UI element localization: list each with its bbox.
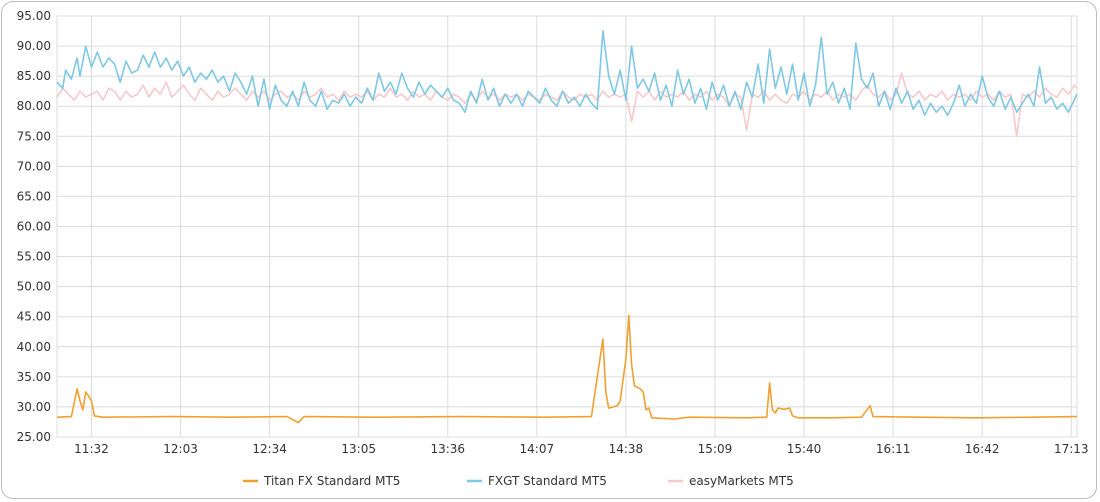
x-tick-label: 16:11 [876, 442, 911, 456]
series-line-titan-fx-standard-mt5 [56, 314, 1078, 424]
series-line-fxgt-standard-mt5 [56, 30, 1078, 116]
x-tick-label: 11:32 [74, 442, 109, 456]
y-tick-label: 70.00 [17, 159, 51, 173]
legend-label: Titan FX Standard MT5 [263, 474, 400, 488]
x-tick-label: 12:34 [252, 442, 287, 456]
chart-grid [56, 15, 1078, 438]
y-tick-label: 25.00 [17, 430, 51, 444]
legend-item[interactable]: FXGT Standard MT5 [467, 474, 607, 488]
y-tick-label: 50.00 [17, 280, 51, 294]
y-tick-label: 95.00 [17, 9, 51, 23]
x-tick-label: 16:42 [965, 442, 1000, 456]
x-tick-label: 13:36 [430, 442, 465, 456]
y-tick-label: 45.00 [17, 310, 51, 324]
x-tick-label: 13:05 [341, 442, 376, 456]
y-tick-label: 35.00 [17, 370, 51, 384]
plot-area [56, 30, 1078, 424]
series-line-easymarkets-mt5 [56, 72, 1078, 138]
legend-item[interactable]: Titan FX Standard MT5 [243, 474, 400, 488]
y-tick-label: 80.00 [17, 99, 51, 113]
legend-label: FXGT Standard MT5 [488, 474, 607, 488]
x-tick-label: 14:07 [520, 442, 555, 456]
y-tick-label: 60.00 [17, 220, 51, 234]
y-tick-label: 55.00 [17, 250, 51, 264]
y-tick-label: 65.00 [17, 189, 51, 203]
x-tick-label: 15:09 [698, 442, 733, 456]
y-tick-label: 75.00 [17, 129, 51, 143]
x-tick-label: 15:40 [787, 442, 822, 456]
y-tick-label: 90.00 [17, 39, 51, 53]
legend-label: easyMarkets MT5 [689, 474, 794, 488]
x-tick-label: 12:03 [163, 442, 198, 456]
y-tick-label: 40.00 [17, 340, 51, 354]
x-tick-label: 17:13 [1054, 442, 1089, 456]
y-tick-label: 30.00 [17, 400, 51, 414]
y-tick-label: 85.00 [17, 69, 51, 83]
x-tick-label: 14:38 [609, 442, 644, 456]
y-axis: 95.00 90.00 85.00 80.00 75.00 70.00 65.00 60.00… [17, 9, 51, 444]
x-axis: 11:32 12:03 12:34 13:05 13:36 14:07 14:38 15:09… [74, 442, 1088, 456]
legend-item[interactable]: easyMarkets MT5 [668, 474, 794, 488]
legend[interactable]: Titan FX Standard MT5 FXGT Standard MT5 ea… [243, 474, 794, 488]
